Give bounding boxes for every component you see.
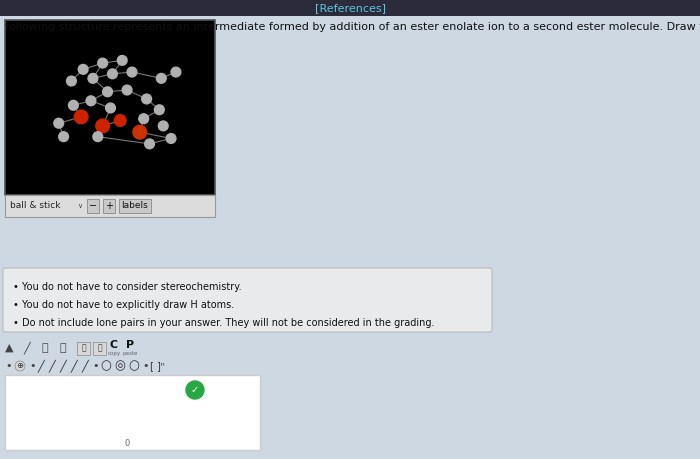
Circle shape xyxy=(108,69,118,79)
Text: •: • xyxy=(29,361,36,371)
Circle shape xyxy=(127,67,137,77)
Circle shape xyxy=(122,85,132,95)
Text: ✓: ✓ xyxy=(191,385,199,395)
Text: paste: paste xyxy=(122,351,138,356)
Text: • Do not include lone pairs in your answer. They will not be considered in the g: • Do not include lone pairs in your answ… xyxy=(13,318,435,328)
Circle shape xyxy=(118,56,127,65)
Circle shape xyxy=(69,101,78,110)
Circle shape xyxy=(93,132,103,141)
Text: ╱: ╱ xyxy=(48,359,55,372)
Text: ╱: ╱ xyxy=(59,359,66,372)
Text: ⊕: ⊕ xyxy=(17,362,24,370)
Bar xyxy=(103,199,115,213)
Text: ball & stick: ball & stick xyxy=(10,202,60,211)
Bar xyxy=(87,199,99,213)
Circle shape xyxy=(145,139,155,149)
Text: ∨: ∨ xyxy=(77,203,82,209)
Text: [References]: [References] xyxy=(314,3,386,13)
Text: 0: 0 xyxy=(125,440,130,448)
Circle shape xyxy=(171,67,181,77)
Circle shape xyxy=(54,118,64,128)
Bar xyxy=(77,342,90,355)
Text: ○: ○ xyxy=(100,359,111,373)
Text: 🔍: 🔍 xyxy=(97,343,102,353)
Text: ╱: ╱ xyxy=(23,341,29,354)
Bar xyxy=(119,199,151,213)
Circle shape xyxy=(166,134,176,143)
Text: • You do not have to explicitly draw H atoms.: • You do not have to explicitly draw H a… xyxy=(13,300,234,310)
Text: • You do not have to consider stereochemistry.: • You do not have to consider stereochem… xyxy=(13,282,241,292)
Bar xyxy=(93,342,106,355)
Text: ╱: ╱ xyxy=(70,359,77,372)
Circle shape xyxy=(155,105,164,115)
Circle shape xyxy=(141,94,151,104)
Bar xyxy=(0,0,700,16)
Circle shape xyxy=(78,64,88,74)
Circle shape xyxy=(133,125,146,139)
Text: •: • xyxy=(5,361,11,371)
Text: •: • xyxy=(142,361,148,371)
Text: P: P xyxy=(126,340,134,350)
Circle shape xyxy=(15,361,25,371)
Text: ⌢: ⌢ xyxy=(41,343,48,353)
Text: ○: ○ xyxy=(128,359,139,373)
Text: •: • xyxy=(92,361,99,371)
Text: −: − xyxy=(89,201,97,211)
Text: ╱: ╱ xyxy=(37,359,43,372)
Bar xyxy=(5,375,260,450)
Circle shape xyxy=(59,132,69,141)
Text: C: C xyxy=(110,340,118,350)
Text: 🔍: 🔍 xyxy=(81,343,86,353)
Circle shape xyxy=(106,103,116,113)
Text: ⌣: ⌣ xyxy=(59,343,66,353)
Bar xyxy=(5,195,215,217)
Circle shape xyxy=(96,119,109,133)
Circle shape xyxy=(156,73,166,83)
Circle shape xyxy=(98,58,108,68)
Text: +: + xyxy=(105,201,113,211)
Text: ╱: ╱ xyxy=(81,359,88,372)
FancyBboxPatch shape xyxy=(3,268,492,332)
Text: [ ]ⁿ: [ ]ⁿ xyxy=(150,361,164,371)
Circle shape xyxy=(66,76,76,86)
Circle shape xyxy=(114,115,126,126)
Circle shape xyxy=(103,87,113,97)
Text: labels: labels xyxy=(122,202,148,211)
Text: copy: copy xyxy=(107,351,120,356)
Circle shape xyxy=(158,121,168,131)
Text: following structure represents an intermediate formed by addition of an ester en: following structure represents an interm… xyxy=(5,22,700,32)
Circle shape xyxy=(88,73,98,83)
Circle shape xyxy=(186,381,204,399)
Circle shape xyxy=(74,110,88,124)
Bar xyxy=(5,20,215,195)
Circle shape xyxy=(139,114,148,123)
Circle shape xyxy=(86,96,96,106)
Text: ◎: ◎ xyxy=(114,359,125,373)
Text: ▲: ▲ xyxy=(5,343,13,353)
